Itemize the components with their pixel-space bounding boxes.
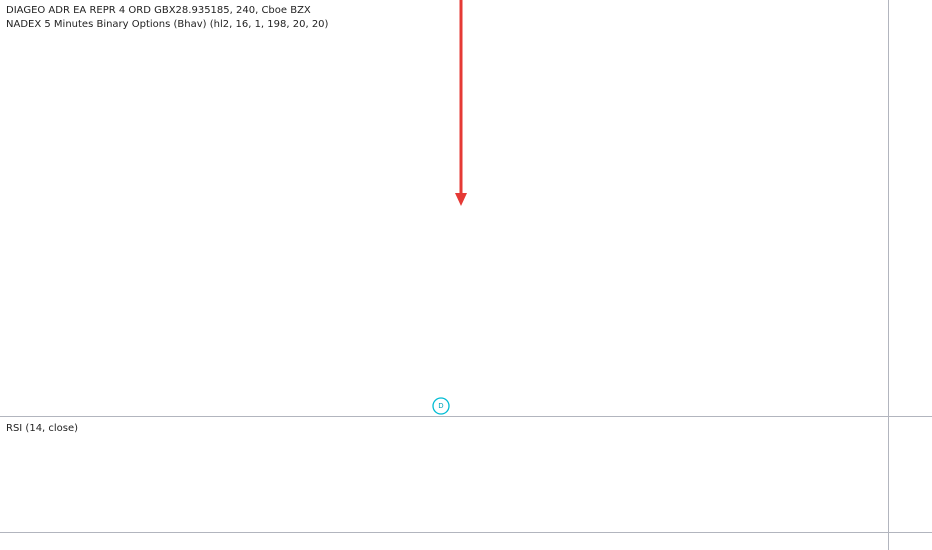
event-icon[interactable] bbox=[432, 397, 450, 415]
rsi-title: RSI (14, close) bbox=[6, 423, 78, 434]
chart-subtitle: NADEX 5 Minutes Binary Options (Bhav) (h… bbox=[6, 19, 329, 30]
chart-title: DIAGEO ADR EA REPR 4 ORD GBX28.935185, 2… bbox=[6, 5, 311, 16]
arrow-head bbox=[455, 193, 467, 206]
event-icon-letter: D bbox=[438, 402, 443, 410]
